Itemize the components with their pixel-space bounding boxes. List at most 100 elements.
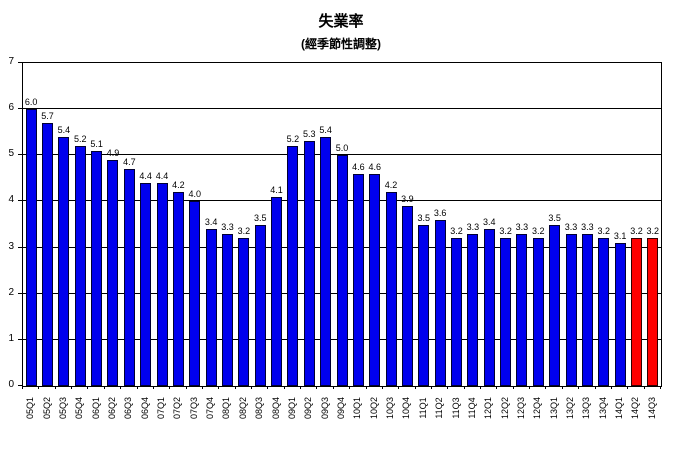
x-tick-mark <box>22 386 23 389</box>
y-tick-mark <box>18 292 22 294</box>
x-tick-mark <box>447 386 449 389</box>
bar-05Q1 <box>25 109 37 386</box>
x-tick-label: 07Q4 <box>205 396 216 420</box>
bar-06Q4 <box>140 182 152 386</box>
x-tick-mark <box>71 386 73 389</box>
x-tick-label: 10Q2 <box>368 396 379 420</box>
value-label: 3.4 <box>482 217 496 228</box>
bar-13Q1 <box>549 224 561 386</box>
value-label: 5.0 <box>335 143 349 154</box>
bar-10Q3 <box>385 192 397 386</box>
x-tick-mark <box>365 386 367 389</box>
x-tick-label: 07Q3 <box>188 396 199 420</box>
x-tick-label: 09Q1 <box>286 396 297 420</box>
bar-10Q4 <box>401 206 413 386</box>
value-label: 3.3 <box>515 221 529 232</box>
bar-08Q4 <box>271 196 283 386</box>
x-tick-mark <box>218 386 220 389</box>
bar-06Q1 <box>91 150 103 386</box>
bar-05Q4 <box>74 146 86 386</box>
x-tick-label: 06Q4 <box>139 396 150 420</box>
value-label: 3.1 <box>613 230 627 241</box>
x-tick-label: 10Q1 <box>352 396 363 420</box>
x-tick-mark <box>267 386 269 389</box>
chart-title: 失業率 <box>318 13 364 30</box>
x-tick-label: 11Q1 <box>417 397 428 419</box>
bar-06Q3 <box>123 169 135 386</box>
x-tick-label: 05Q3 <box>57 396 68 420</box>
x-tick-label: 12Q1 <box>483 396 494 420</box>
x-tick-mark <box>251 386 253 389</box>
y-tick-label: 3 <box>8 240 14 252</box>
value-label: 5.1 <box>90 138 103 149</box>
x-tick-mark <box>283 386 285 389</box>
x-tick-label: 10Q4 <box>401 396 412 420</box>
x-tick-mark <box>643 386 645 389</box>
x-tick-mark <box>234 386 236 389</box>
x-tick-label: 05Q4 <box>74 396 85 420</box>
y-tick-label: 2 <box>8 286 14 298</box>
value-label: 4.9 <box>106 147 120 158</box>
x-tick-mark <box>316 386 318 389</box>
bar-14Q2 <box>630 238 642 386</box>
bar-09Q2 <box>303 141 315 386</box>
value-label: 4.2 <box>384 180 398 191</box>
x-tick-label: 12Q2 <box>499 396 510 420</box>
x-tick-mark <box>610 386 612 389</box>
y-tick-mark <box>18 200 22 202</box>
value-label: 3.2 <box>499 226 512 237</box>
x-tick-mark <box>152 386 154 389</box>
value-label: 3.2 <box>597 226 610 237</box>
bar-05Q3 <box>58 136 70 386</box>
bar-09Q3 <box>320 136 332 386</box>
value-label: 4.1 <box>270 184 283 195</box>
value-label: 3.6 <box>433 207 447 218</box>
value-label: 3.2 <box>450 226 463 237</box>
x-tick-mark <box>136 386 138 389</box>
value-label: 3.9 <box>401 194 414 205</box>
value-label: 3.2 <box>646 226 660 237</box>
bar-12Q4 <box>532 238 544 386</box>
x-tick-mark <box>594 386 596 389</box>
bar-09Q1 <box>287 146 299 386</box>
x-tick-mark <box>529 386 531 389</box>
value-label: 3.5 <box>548 212 561 223</box>
x-tick-label: 13Q2 <box>565 396 576 420</box>
bar-07Q2 <box>172 192 184 386</box>
value-label: 3.3 <box>221 221 234 232</box>
x-tick-mark <box>349 386 351 389</box>
value-label: 3.5 <box>253 212 267 223</box>
bar-07Q3 <box>189 201 201 386</box>
x-tick-label: 12Q4 <box>532 396 543 420</box>
x-tick-label: 08Q3 <box>254 396 265 420</box>
bar-11Q1 <box>418 224 430 386</box>
value-label: 3.3 <box>581 221 594 232</box>
y-tick-mark <box>18 385 22 386</box>
x-tick-mark <box>545 386 547 389</box>
x-tick-mark <box>54 386 56 389</box>
y-tick-label: 4 <box>8 194 14 206</box>
x-tick-mark <box>414 386 416 389</box>
y-tick-mark <box>18 62 22 63</box>
bar-14Q3 <box>647 238 659 386</box>
value-label: 5.2 <box>73 134 87 145</box>
bar-07Q4 <box>205 229 217 386</box>
x-tick-label: 11Q3 <box>450 397 461 419</box>
bar-13Q4 <box>598 238 610 386</box>
x-tick-mark <box>512 386 514 389</box>
bar-12Q1 <box>483 229 495 386</box>
x-tick-mark <box>496 386 498 389</box>
bar-08Q1 <box>221 233 233 386</box>
value-label: 5.2 <box>286 134 300 145</box>
x-tick-label: 08Q4 <box>270 396 281 420</box>
x-tick-mark <box>381 386 383 389</box>
x-tick-mark <box>660 386 661 389</box>
bar-11Q4 <box>467 233 479 386</box>
y-tick-mark <box>18 338 22 340</box>
bar-08Q3 <box>254 224 266 386</box>
x-tick-label: 06Q1 <box>90 396 101 420</box>
gridline <box>23 154 661 156</box>
x-tick-mark <box>169 386 171 389</box>
value-label: 3.4 <box>204 217 218 228</box>
bar-10Q2 <box>369 173 381 386</box>
